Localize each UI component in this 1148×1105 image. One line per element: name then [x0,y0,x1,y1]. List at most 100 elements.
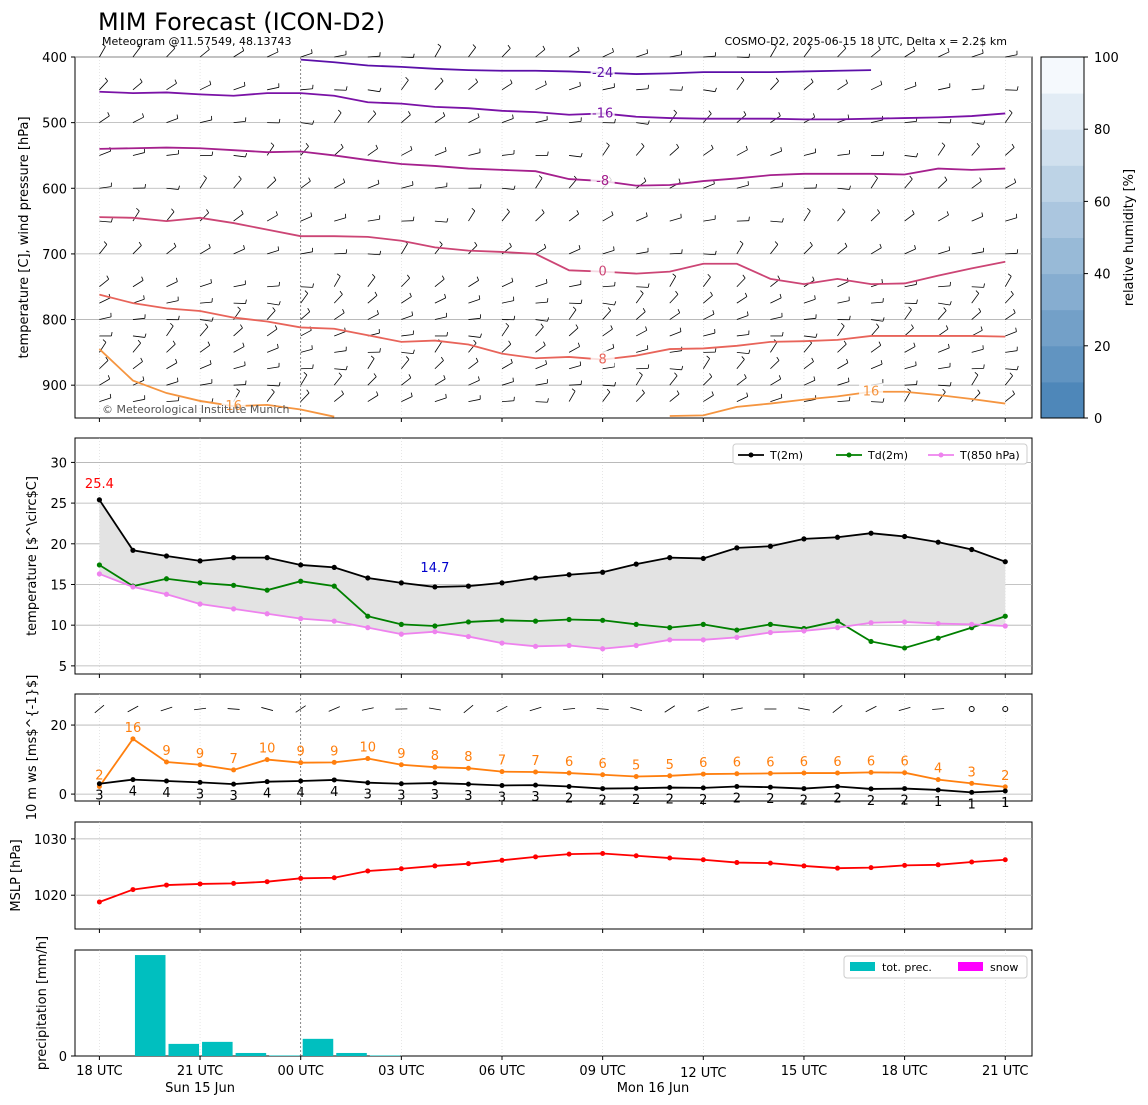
wind-barb-flag [983,283,985,288]
wind-barb-flag [907,388,911,392]
wind-barb [300,88,313,91]
speed-value-label: 3 [397,789,405,804]
data-point [96,562,102,568]
wind-barb [937,391,946,402]
wind-barb-flag [775,77,779,82]
wind-barb-flag [443,375,446,380]
wind-barb-flag [405,356,410,360]
wind-barb-flag [711,144,714,149]
speed-value-label: 3 [498,790,506,805]
wind-barb [434,278,445,288]
wind-barb [501,82,513,91]
wind-barb [535,84,547,91]
wind-barb [937,51,950,58]
wind-barb [803,47,812,58]
wind-barb-flag [144,333,147,338]
colorbar-tick-label: 20 [1094,340,1111,355]
colorbar-segment [1041,381,1084,419]
wind-barb [233,120,246,124]
wind-barb [166,362,178,370]
data-point [633,642,639,649]
wind-barb-flag [674,372,678,376]
wind-barb [266,51,279,58]
wind-barb [971,146,980,156]
wind-barb [468,116,480,123]
wind-barb [938,86,950,91]
speed-value-label: 3 [95,789,103,804]
wind-barb-flag [205,323,209,328]
wind-barb [132,361,143,370]
wind-barb [1005,312,1016,320]
data-point [1002,623,1008,629]
calm-wind-circle [968,706,975,712]
data-point [902,770,908,776]
isotherm-label: 8 [599,353,607,368]
wind-barb [501,325,510,337]
wind-barb [770,360,780,370]
wind-barb-flag [815,184,817,189]
wind-barb [669,54,682,58]
wind-barb-flag [813,113,816,118]
speed-value-label: 1 [934,795,942,810]
precip-bar [168,1043,200,1056]
wind-barb-flag [580,152,583,158]
wind-barb [199,326,209,337]
wind-barb [300,180,311,189]
wind-barb-flag [306,389,310,394]
wind-barb [333,147,344,156]
data-point [398,866,404,872]
wind-barb-flag [175,358,178,363]
data-point [633,621,639,627]
data-point [734,634,740,640]
wind-barb-flag [342,309,345,313]
gust-value-label: 6 [599,757,607,772]
wind-barb-flag [473,339,477,344]
wind-barb [367,358,375,369]
data-point [734,545,740,551]
wind-barb-flag [379,348,381,353]
wind-barb-flag [277,343,279,348]
data-point [969,789,975,795]
data-point [96,571,102,577]
panel-frame [74,949,1033,1057]
y-tick-label: 700 [42,248,67,263]
data-point [331,759,337,765]
wind-barb-flag [476,276,479,281]
legend: tot. prec. snow [843,955,1028,979]
gust-value-label: 6 [900,755,908,770]
data-point [231,555,237,561]
isotherm-label-bg [590,172,615,189]
legend-swatch [958,962,983,971]
wind-barb [468,342,477,353]
wind-barb [736,184,749,189]
wind-barb [127,705,139,713]
wind-barb [602,391,611,402]
wind-barb [1005,217,1017,222]
wind-barb [496,705,508,713]
wind-barb [569,120,582,124]
wind-barb [602,86,615,91]
isotherm-label-bg [859,382,884,399]
wind-barb-flag [104,77,108,82]
wind-barb-flag [139,78,143,83]
wind-barb-flag [979,177,982,182]
wind-barb [233,365,246,370]
wind-barb-flag [714,348,717,353]
wind-barb-flag [243,245,245,250]
wind-barb [569,284,581,288]
wind-barb-flag [740,76,745,81]
wind-barb-flag [343,178,346,183]
y-tick-label: 800 [42,314,67,329]
wind-barb-flag [345,365,348,370]
isotherm-line [98,348,335,418]
wind-barb [971,392,981,402]
wind-barb [535,382,548,386]
wind-barb [938,285,951,288]
wind-barb-flag [949,301,952,306]
data-point [331,777,337,783]
legend-label: Td(2m) [867,449,908,462]
wind-barb [971,293,980,304]
precip-bar [369,1055,401,1056]
wind-barb [233,50,244,58]
wind-barb-flag [610,325,613,330]
